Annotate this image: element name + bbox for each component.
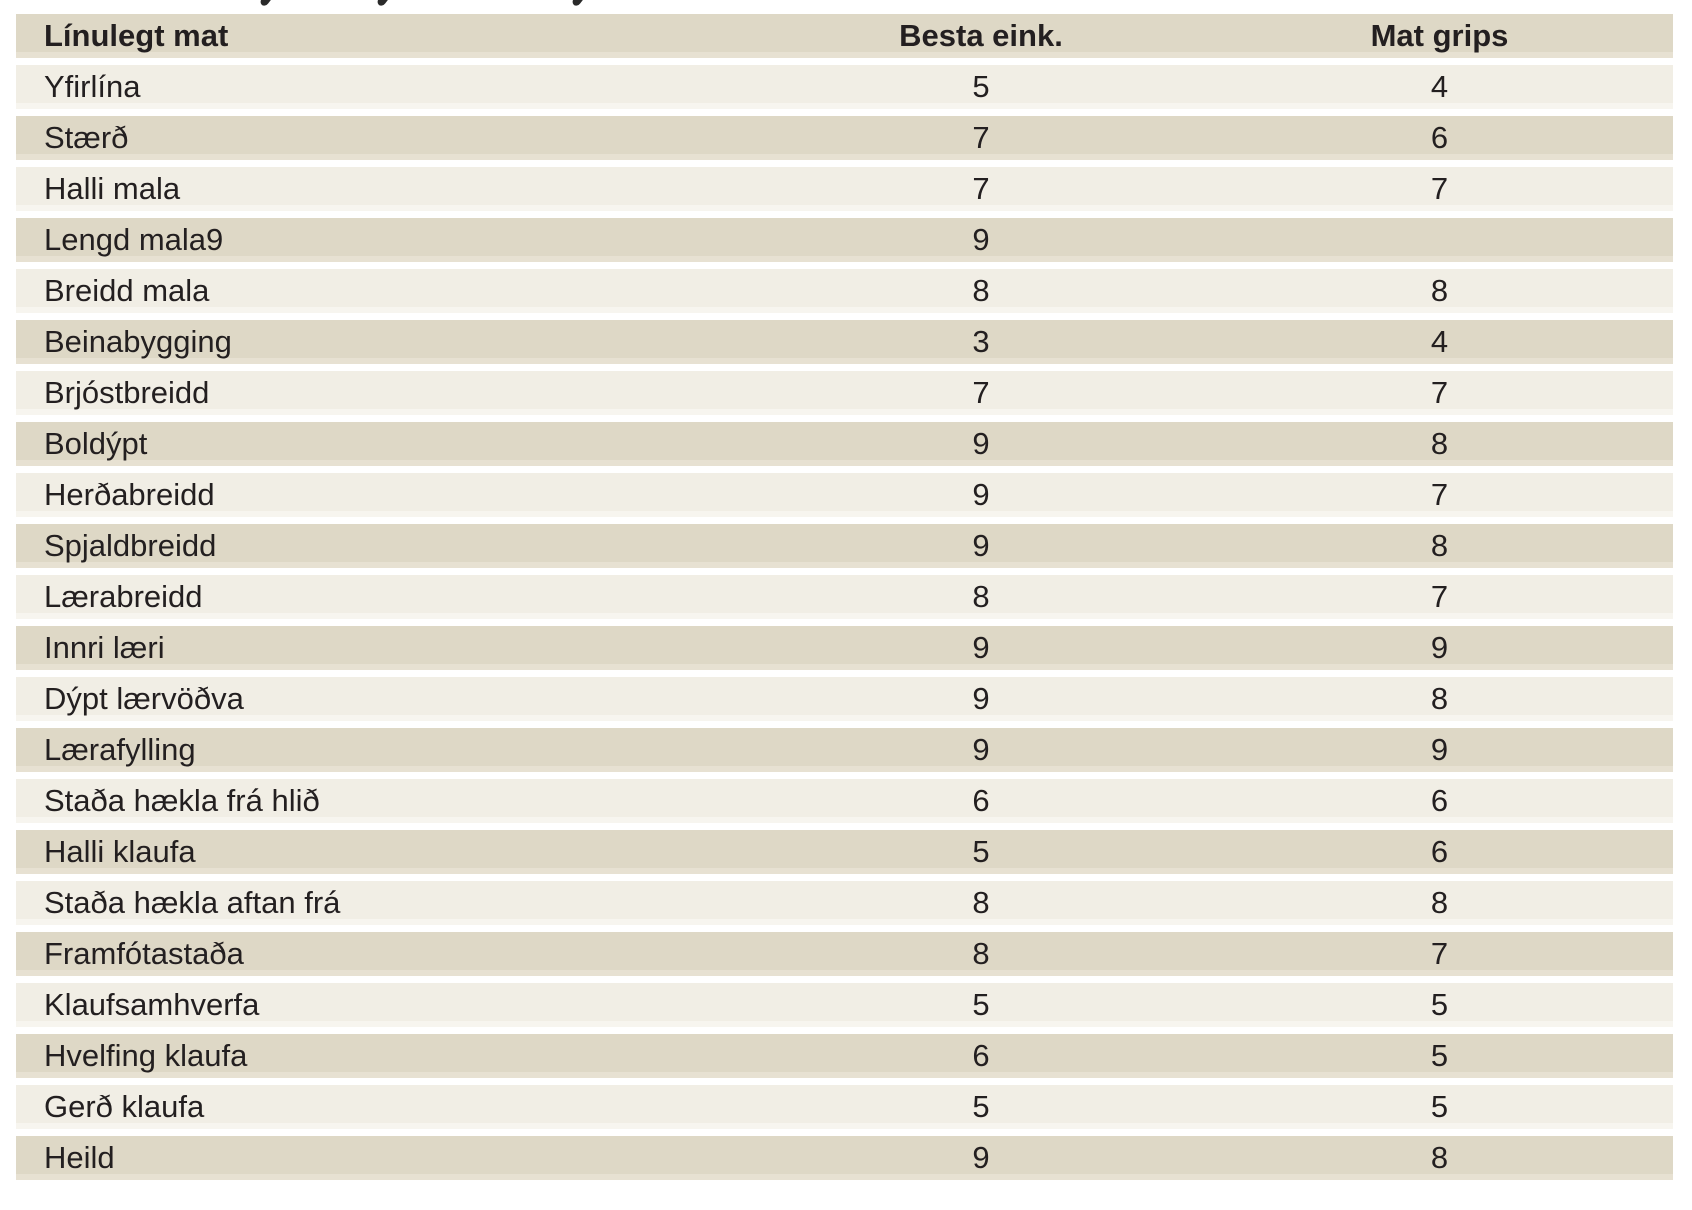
cropped-text-descender <box>258 0 272 8</box>
mat-grips-value-cell: 4 <box>1430 324 1449 359</box>
mat-grips-value-cell: 7 <box>1430 579 1449 614</box>
besta-eink-value-cell: 5 <box>972 834 990 869</box>
besta-eink-value-cell: 6 <box>972 783 990 818</box>
mat-grips-value-cell: 7 <box>1430 375 1449 410</box>
table-row: Staða hækla aftan frá 8 8 <box>16 881 1673 925</box>
table-row: Framfótastaða 8 7 <box>16 932 1673 976</box>
trait-label-cell: Breidd mala <box>44 273 210 308</box>
besta-eink-value-cell: 7 <box>972 171 990 206</box>
besta-eink-value-cell: 9 <box>972 477 990 512</box>
besta-eink-value-cell: 8 <box>972 579 990 614</box>
besta-eink-value-cell: 5 <box>972 1089 990 1124</box>
table-row: Herðabreidd 9 7 <box>16 473 1673 517</box>
trait-label-cell: Heild <box>44 1140 115 1175</box>
besta-eink-value-cell: 9 <box>972 1140 990 1175</box>
trait-label-cell: Lærabreidd <box>44 579 203 614</box>
mat-grips-value-cell: 8 <box>1430 1140 1449 1175</box>
table-row: Klaufsamhverfa 5 5 <box>16 983 1673 1027</box>
besta-eink-value-cell: 9 <box>972 732 990 767</box>
mat-grips-value-cell: 9 <box>1430 630 1449 665</box>
table-row: Gerð klaufa 5 5 <box>16 1085 1673 1129</box>
trait-label-cell: Boldýpt <box>44 426 148 461</box>
table-row: Stærð 7 6 <box>16 116 1673 160</box>
mat-grips-value-cell: 8 <box>1430 885 1449 920</box>
besta-eink-value-cell: 7 <box>972 120 990 155</box>
besta-eink-value-cell: 9 <box>972 681 990 716</box>
trait-label-cell: Yfirlína <box>44 69 141 104</box>
table-header-row: Línulegt mat Besta eink. Mat grips <box>16 14 1673 58</box>
mat-grips-value-cell: 6 <box>1430 120 1449 155</box>
besta-eink-value-cell: 9 <box>972 528 990 563</box>
mat-grips-value-cell: 8 <box>1430 426 1449 461</box>
mat-grips-value-cell: 7 <box>1430 477 1449 512</box>
trait-label-cell: Staða hækla aftan frá <box>44 885 341 920</box>
trait-label-cell: Herðabreidd <box>44 477 215 512</box>
table-row: Yfirlína 5 4 <box>16 65 1673 109</box>
trait-label-cell: Innri læri <box>44 630 165 665</box>
mat-grips-value-cell: 9 <box>1430 732 1449 767</box>
mat-grips-value-cell: 7 <box>1430 936 1449 971</box>
besta-eink-value-cell: 3 <box>972 324 990 359</box>
table-row: Boldýpt 9 8 <box>16 422 1673 466</box>
mat-grips-value-cell: 5 <box>1430 1089 1449 1124</box>
besta-eink-value-cell: 8 <box>972 885 990 920</box>
besta-eink-value-cell: 9 <box>972 630 990 665</box>
besta-eink-value-cell: 9 <box>972 222 990 257</box>
mat-grips-value-cell: 8 <box>1430 528 1449 563</box>
trait-label-cell: Halli klaufa <box>44 834 196 869</box>
trait-label-cell: Halli mala <box>44 171 181 206</box>
table-row: Hvelfing klaufa 6 5 <box>16 1034 1673 1078</box>
trait-label-cell: Lengd mala9 <box>44 222 224 257</box>
table-row: Lærabreidd 8 7 <box>16 575 1673 619</box>
table-row: Beinabygging 3 4 <box>16 320 1673 364</box>
column-header-linulegt-mat: Línulegt mat <box>44 18 229 53</box>
mat-grips-value-cell: 5 <box>1430 1038 1449 1073</box>
besta-eink-value-cell: 8 <box>972 936 990 971</box>
table-row: Lærafylling 9 9 <box>16 728 1673 772</box>
table-row: Lengd mala9 9 <box>16 218 1673 262</box>
trait-label-cell: Staða hækla frá hlið <box>44 783 320 818</box>
trait-label-cell: Dýpt lærvöðva <box>44 681 244 716</box>
mat-grips-value-cell: 6 <box>1430 783 1449 818</box>
trait-label-cell: Spjaldbreidd <box>44 528 217 563</box>
mat-grips-value-cell: 8 <box>1430 681 1449 716</box>
mat-grips-value-cell: 8 <box>1430 273 1449 308</box>
cropped-text-descender <box>570 0 584 8</box>
mat-grips-value-cell: 4 <box>1430 69 1449 104</box>
besta-eink-value-cell: 9 <box>972 426 990 461</box>
besta-eink-value-cell: 5 <box>972 69 990 104</box>
mat-grips-value-cell: 6 <box>1430 834 1449 869</box>
table-body: Yfirlína 5 4 Stærð 7 6 Halli mala 7 7 Le… <box>16 65 1673 1180</box>
trait-label-cell: Framfótastaða <box>44 936 244 971</box>
table-row: Brjóstbreidd 7 7 <box>16 371 1673 415</box>
table-row: Innri læri 9 9 <box>16 626 1673 670</box>
column-header-mat-grips: Mat grips <box>1370 18 1509 53</box>
table-row: Halli klaufa 5 6 <box>16 830 1673 874</box>
besta-eink-value-cell: 5 <box>972 987 990 1022</box>
besta-eink-value-cell: 6 <box>972 1038 990 1073</box>
table-row: Halli mala 7 7 <box>16 167 1673 211</box>
trait-label-cell: Lærafylling <box>44 732 196 767</box>
trait-label-cell: Klaufsamhverfa <box>44 987 260 1022</box>
table-row: Dýpt lærvöðva 9 8 <box>16 677 1673 721</box>
trait-label-cell: Gerð klaufa <box>44 1089 205 1124</box>
trait-label-cell: Hvelfing klaufa <box>44 1038 248 1073</box>
cropped-text-descender <box>375 0 389 8</box>
table-row: Breidd mala 8 8 <box>16 269 1673 313</box>
table-row: Heild 9 8 <box>16 1136 1673 1180</box>
mat-grips-value-cell: 5 <box>1430 987 1449 1022</box>
besta-eink-value-cell: 7 <box>972 375 990 410</box>
column-header-besta-eink: Besta eink. <box>899 18 1063 53</box>
trait-label-cell: Stærð <box>44 120 129 155</box>
trait-label-cell: Brjóstbreidd <box>44 375 210 410</box>
table-row: Spjaldbreidd 9 8 <box>16 524 1673 568</box>
table-row: Staða hækla frá hlið 6 6 <box>16 779 1673 823</box>
trait-label-cell: Beinabygging <box>44 324 232 359</box>
besta-eink-value-cell: 8 <box>972 273 990 308</box>
mat-grips-value-cell: 7 <box>1430 171 1449 206</box>
linear-assessment-table: Línulegt mat Besta eink. Mat grips Yfirl… <box>16 14 1673 1187</box>
